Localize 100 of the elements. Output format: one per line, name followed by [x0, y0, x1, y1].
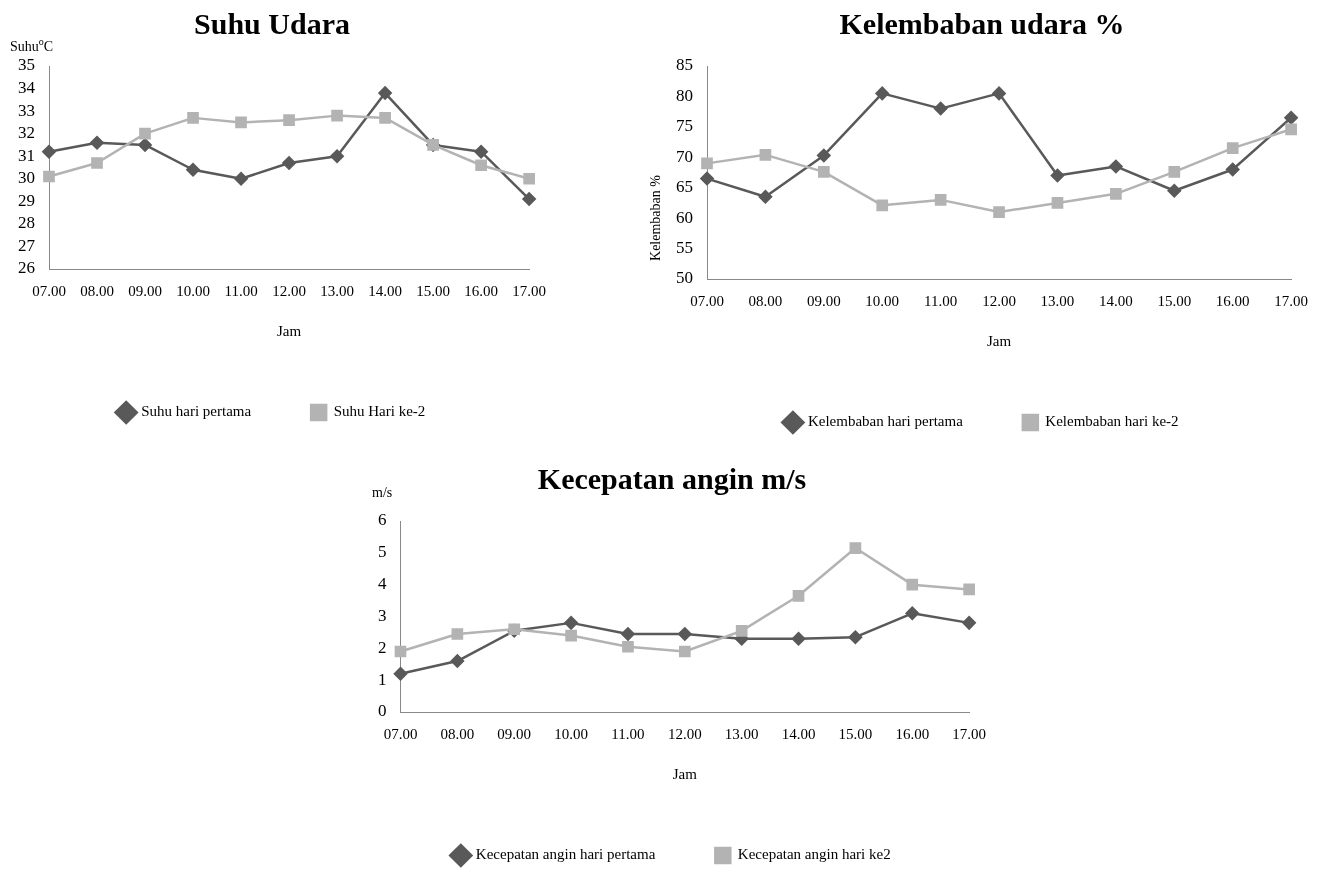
chart-title: Suhu Udara [194, 6, 350, 40]
x-tick-label: 17.00 [512, 282, 546, 299]
x-tick-label: 09.00 [128, 282, 162, 299]
point [1225, 162, 1240, 177]
x-tick-label: 14.00 [1099, 292, 1133, 309]
x-tick-label: 08.00 [440, 725, 475, 742]
x-tick-label: 15.00 [1157, 292, 1192, 309]
x-tick-label: 09.00 [806, 292, 841, 309]
x-tick-label: 17.00 [952, 725, 986, 742]
point [678, 627, 692, 641]
point [565, 629, 577, 642]
point [42, 144, 56, 159]
y-tick-label: 35 [18, 55, 35, 75]
chart-title: Kecepatan angin m/s [537, 461, 807, 495]
point [1050, 168, 1065, 183]
point [934, 194, 947, 206]
y-tick-label: 5 [378, 542, 387, 562]
point [735, 624, 748, 637]
x-tick-label: 09.00 [497, 725, 532, 742]
y-tick-label: 65 [676, 177, 693, 197]
point [283, 114, 295, 126]
point [474, 144, 488, 159]
x-axis-title: Jam [276, 322, 302, 339]
point [1167, 184, 1182, 198]
y-tick-label: 55 [676, 238, 693, 258]
point [330, 149, 344, 163]
point [678, 645, 691, 658]
point [875, 86, 889, 101]
point [962, 616, 976, 630]
y-tick-label: 3 [378, 605, 387, 625]
point [1168, 166, 1181, 178]
point [849, 542, 862, 554]
x-tick-label: 11.00 [924, 292, 958, 309]
point [1285, 123, 1297, 136]
x-tick-label: 07.00 [32, 282, 66, 299]
legend-label: Kelembaban hari ke-2 [1045, 413, 1179, 430]
y-axis-title: Suhu$^{o}$C [10, 36, 54, 55]
x-tick-label: 16.00 [1215, 292, 1250, 309]
x-tick-label: 12.00 [272, 282, 306, 299]
x-tick-label: 13.00 [1040, 292, 1075, 309]
point [522, 192, 536, 206]
x-tick-label: 17.00 [1274, 292, 1308, 309]
point [1109, 159, 1123, 174]
point [139, 127, 151, 140]
x-tick-label: 14.00 [368, 282, 402, 299]
x-tick-label: 16.00 [464, 282, 498, 299]
point [475, 159, 487, 172]
point [700, 171, 714, 186]
y-tick-label: 6 [378, 510, 387, 530]
point [701, 157, 713, 170]
point [906, 578, 919, 591]
point [817, 148, 831, 163]
x-tick-label: 08.00 [748, 292, 783, 309]
legend-label: Kecepatan angin hari pertama [475, 846, 656, 863]
point [138, 138, 152, 152]
point [91, 157, 103, 169]
y-tick-label: 85 [676, 55, 693, 75]
y-tick-label: 60 [676, 207, 693, 227]
point [43, 170, 55, 183]
point [905, 606, 920, 621]
legend-label: Kelembaban hari pertama [807, 413, 964, 430]
point [394, 645, 407, 658]
x-tick-label: 13.00 [724, 725, 759, 742]
y-tick-label: 31 [18, 145, 35, 165]
x-tick-label: 12.00 [667, 725, 702, 742]
y-tick-label: 34 [18, 78, 36, 98]
point [621, 627, 635, 641]
y-tick-label: 80 [676, 85, 693, 105]
point [186, 163, 200, 177]
x-tick-label: 15.00 [838, 725, 873, 742]
point [792, 589, 805, 602]
point [1110, 187, 1122, 200]
point [379, 112, 391, 124]
point [759, 149, 772, 161]
point [992, 86, 1006, 101]
x-tick-label: 16.00 [895, 725, 930, 742]
y-tick-label: 28 [18, 213, 35, 233]
x-axis-title: Jam [986, 332, 1012, 349]
point [235, 116, 247, 129]
point [282, 156, 296, 170]
x-tick-label: 07.00 [690, 292, 724, 309]
legend-label: Kecepatan angin hari ke2 [737, 846, 891, 863]
point [848, 630, 863, 644]
y-tick-label: 33 [18, 100, 35, 120]
x-tick-label: 15.00 [416, 282, 450, 299]
x-tick-label: 11.00 [224, 282, 258, 299]
point [451, 628, 464, 640]
y-axis-title: m/s [372, 485, 393, 501]
point [1051, 197, 1064, 209]
y-tick-label: 2 [378, 637, 387, 657]
y-axis-title: Kelembaban % [648, 175, 664, 261]
point [1284, 110, 1298, 125]
y-tick-label: 26 [18, 258, 35, 278]
y-tick-label: 4 [378, 574, 387, 594]
x-tick-label: 10.00 [865, 292, 900, 309]
y-tick-label: 0 [378, 701, 387, 721]
point [933, 101, 948, 116]
point [234, 172, 248, 186]
point [564, 616, 578, 630]
x-tick-label: 10.00 [554, 725, 588, 742]
